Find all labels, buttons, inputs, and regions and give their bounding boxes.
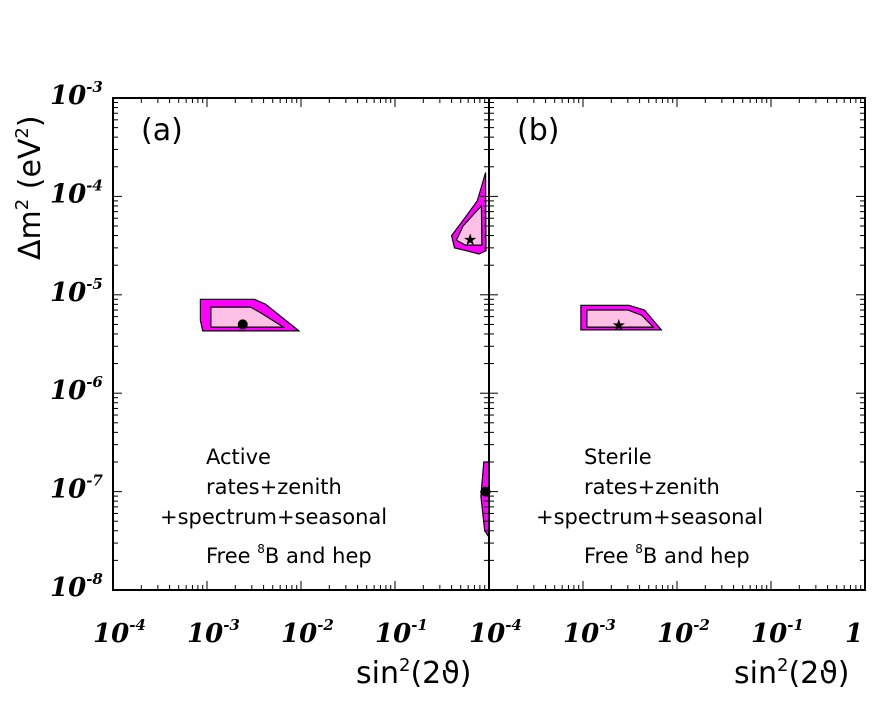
- panel-b-frame: [488, 97, 866, 591]
- panel-a: ★ (a) Active rates+zenith +spectrum+seas…: [93, 97, 491, 691]
- x-tick-label: 10-1: [375, 616, 428, 649]
- panel-b-label: (b): [517, 113, 559, 148]
- panel-b-x-tick-labels: 10-4 10-3 10-2 10-1 1: [469, 616, 863, 649]
- x-tick-label: 10-4: [469, 616, 522, 649]
- contour-region-4: [455, 204, 483, 246]
- best-fit-star: ★: [463, 230, 477, 249]
- x-tick-label: 10-4: [93, 616, 146, 649]
- best-fit-star: ★: [612, 315, 626, 334]
- x-tick-label: 10-2: [281, 616, 334, 649]
- panel-a-label: (a): [141, 113, 183, 148]
- panel-a-annotation-line4: Free 8B and hep: [206, 542, 372, 568]
- x-tick-label: 10-3: [187, 616, 240, 649]
- panel-a-annotation-line2: rates+zenith: [206, 475, 342, 499]
- panel-b-annotation-line3: +spectrum+seasonal: [536, 505, 763, 529]
- panel-a-annotation-line1: Active: [206, 445, 271, 469]
- x-tick-label: 10-2: [657, 616, 710, 649]
- panel-b-annotation-line4: Free 8B and hep: [584, 542, 750, 568]
- y-tick-label: 10-5: [50, 275, 103, 308]
- y-tick-label: 10-8: [50, 570, 103, 603]
- y-axis-title: Δm2 (eV2): [12, 115, 48, 260]
- best-fit-point: [237, 319, 248, 330]
- y-tick-labels: 10-3 10-4 10-5 10-6 10-7 10-8: [50, 78, 103, 603]
- panel-b-annotation-line2: rates+zenith: [584, 475, 720, 499]
- panel-b-contours: [580, 304, 663, 331]
- y-tick-label: 10-6: [50, 373, 103, 406]
- y-tick-label: 10-3: [50, 78, 103, 111]
- panel-a-annotation-line3: +spectrum+seasonal: [160, 505, 387, 529]
- x-tick-label: 1: [845, 619, 863, 649]
- panel-a-x-axis-title: sin2(2ϑ): [356, 655, 472, 691]
- panel-b-best-fit-markers: ★: [612, 315, 626, 334]
- y-tick-label: 10-4: [50, 176, 103, 209]
- panel-a-best-fit-markers: ★: [237, 230, 491, 497]
- x-tick-label: 10-3: [563, 616, 616, 649]
- contour-region-2: [210, 306, 286, 328]
- panel-b: ★ (b) Sterile rates+zenith +spectrum+sea…: [469, 97, 866, 691]
- panel-a-x-tick-labels: 10-4 10-3 10-2 10-1: [93, 616, 428, 649]
- contour-region-5: [480, 461, 490, 539]
- x-tick-label: 10-1: [751, 616, 804, 649]
- y-tick-label: 10-7: [50, 472, 103, 505]
- panel-b-x-axis-title: sin2(2ϑ): [734, 655, 850, 691]
- panel-b-annotation-line1: Sterile: [584, 445, 652, 469]
- contour-region-2: [586, 309, 655, 328]
